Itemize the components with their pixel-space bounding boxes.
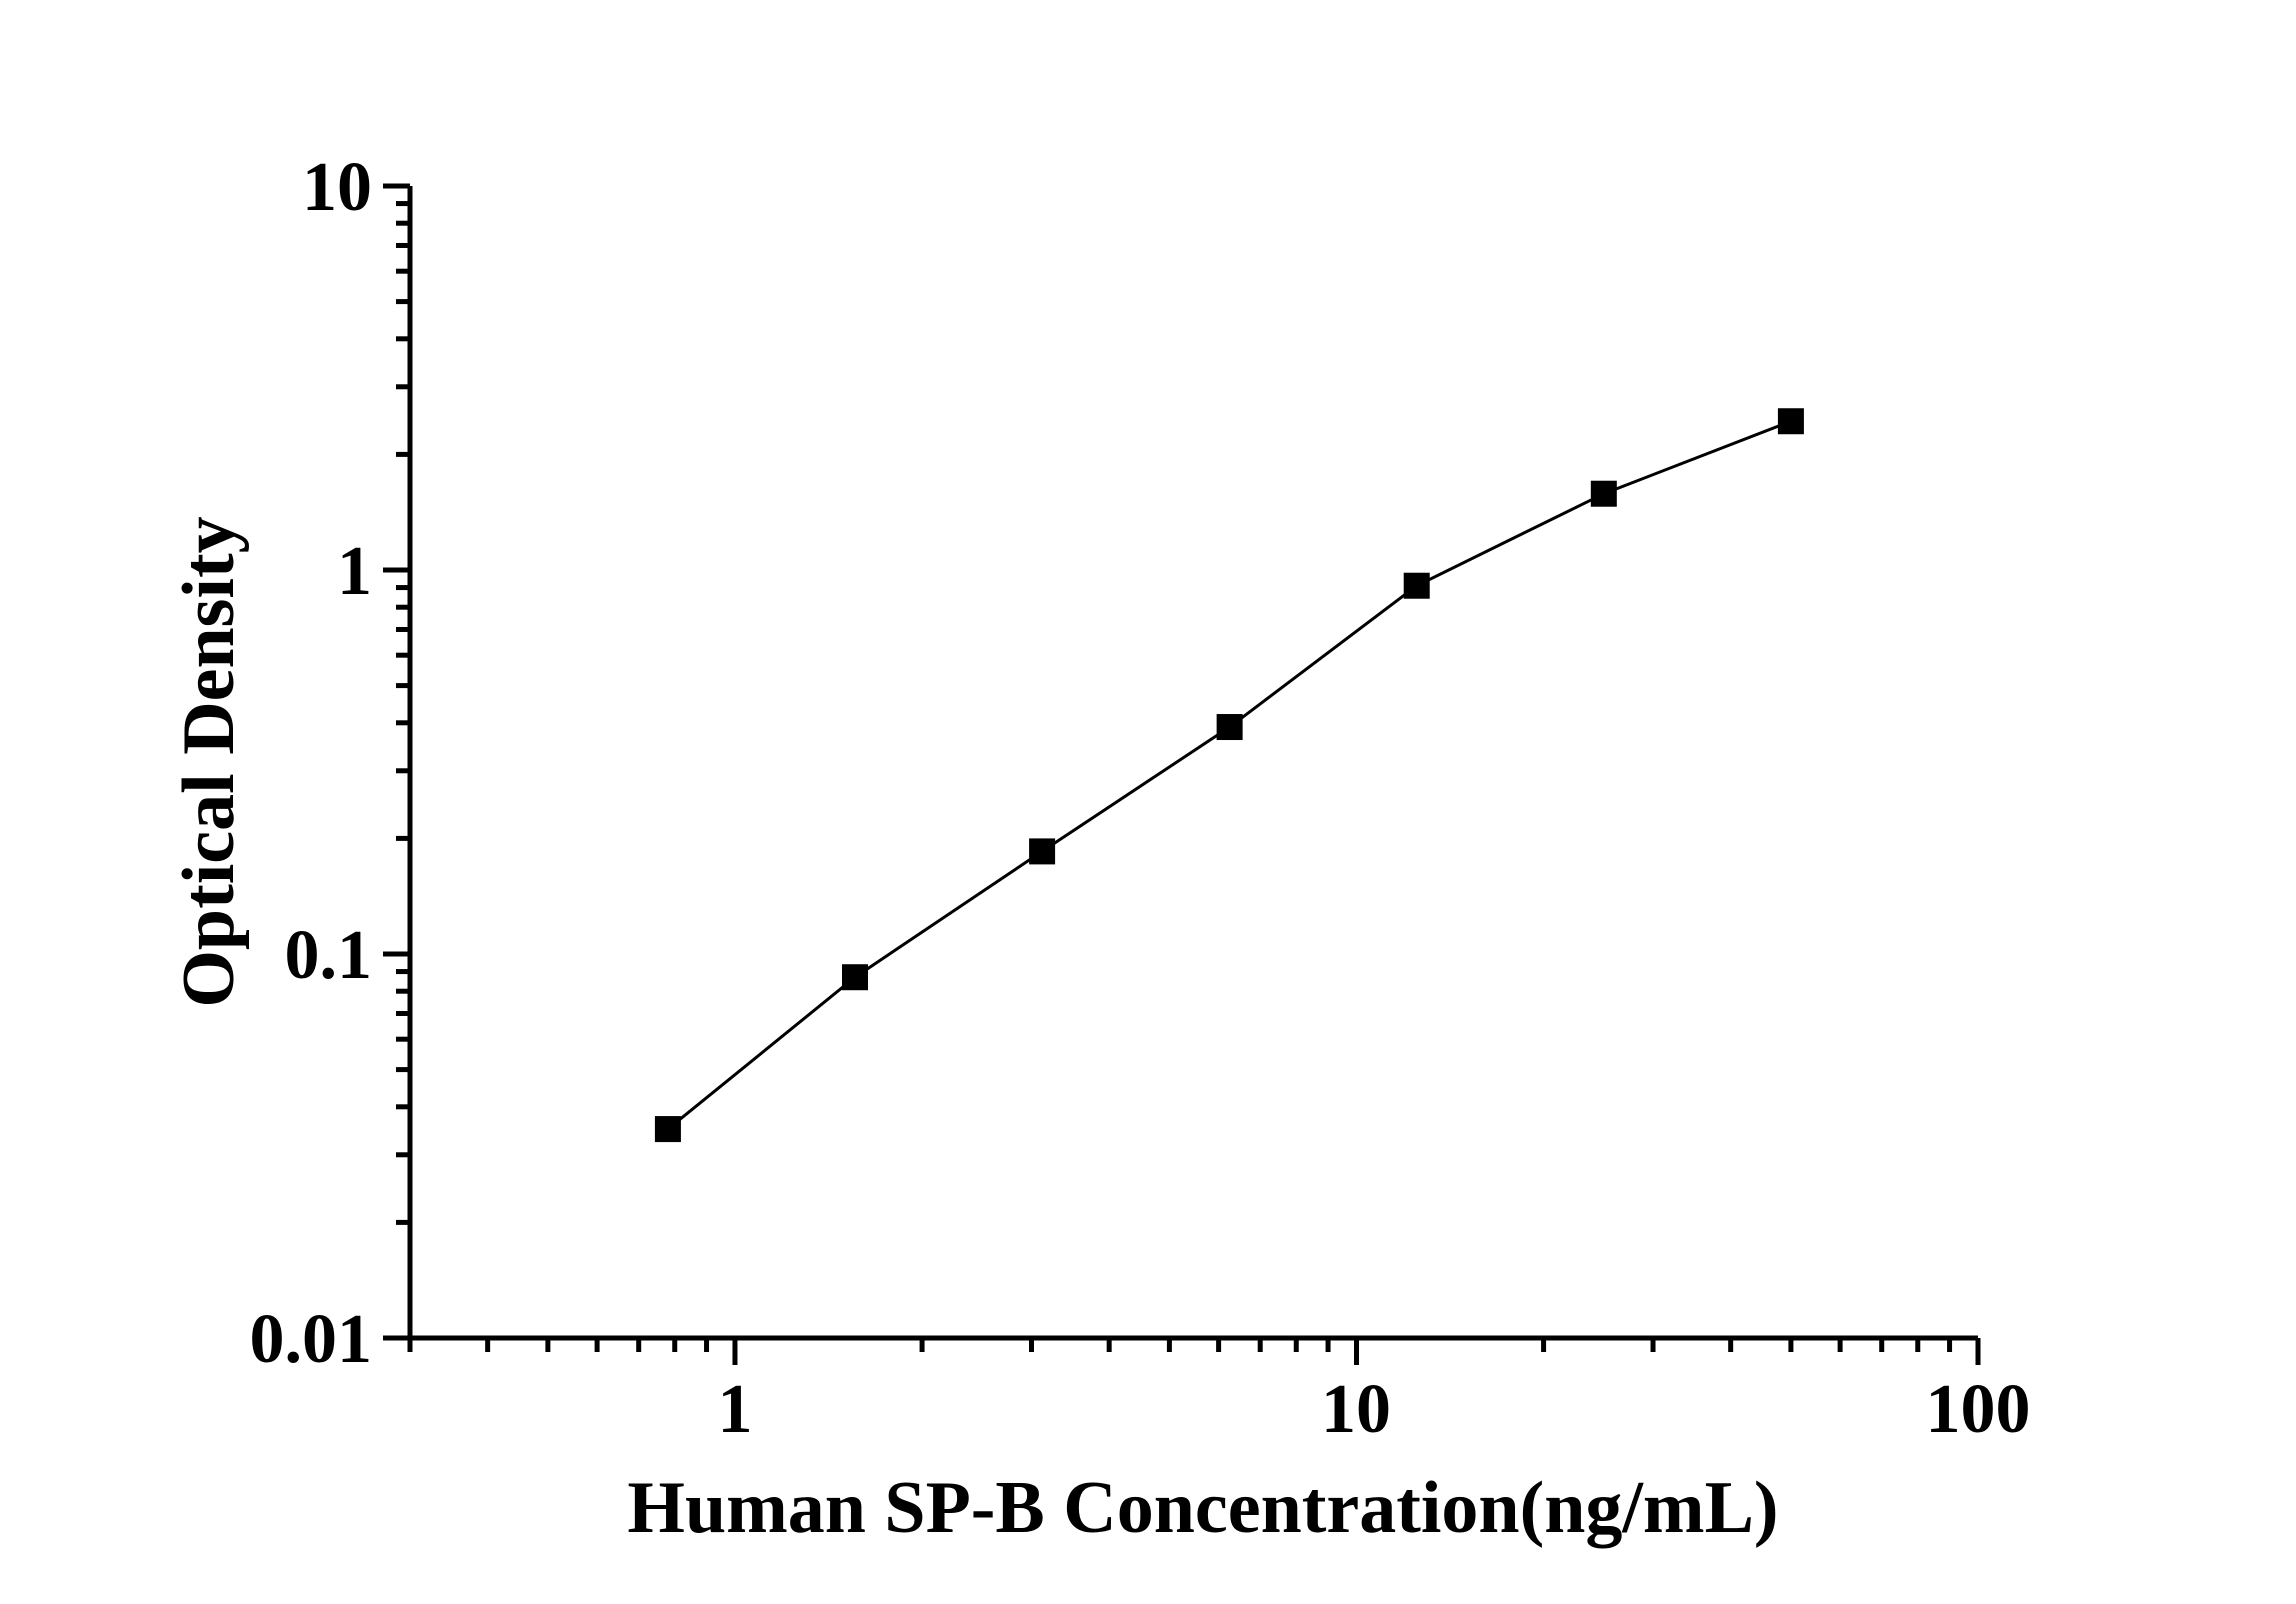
y-tick-label-1: 1 — [337, 533, 372, 610]
x-tick-label-100: 100 — [1926, 1371, 2031, 1448]
data-point-marker — [1590, 480, 1617, 507]
axis-spines — [407, 186, 1978, 1341]
standard-curve-series — [654, 408, 1804, 1143]
x-tick-label-10: 10 — [1321, 1371, 1391, 1448]
y-tick-label-0.01: 0.01 — [250, 1301, 373, 1378]
x-axis-title: Human SP-B Concentration(ng/mL) — [627, 1467, 1778, 1549]
x-tick-label-1: 1 — [718, 1371, 753, 1448]
y-tick-label-0.1: 0.1 — [285, 917, 373, 994]
data-point-marker — [1403, 572, 1430, 599]
minor-ticks — [396, 201, 1953, 1352]
data-point-marker — [1216, 714, 1243, 741]
y-tick-label-10: 10 — [302, 149, 372, 226]
major-ticks — [383, 183, 1981, 1365]
data-point-marker — [842, 964, 869, 991]
data-point-marker — [1029, 838, 1056, 865]
data-point-marker — [1777, 408, 1804, 435]
data-point-marker — [654, 1116, 681, 1143]
standard-curve-line — [666, 419, 1792, 1131]
axis-line — [407, 186, 1978, 1341]
y-axis-title: Optical Density — [168, 516, 250, 1007]
